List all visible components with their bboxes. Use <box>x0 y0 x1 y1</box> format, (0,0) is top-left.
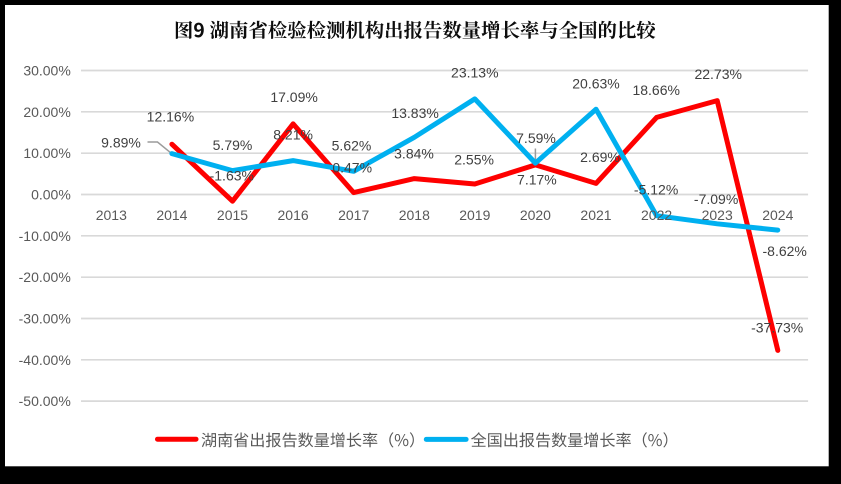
svg-text:2014: 2014 <box>156 207 187 223</box>
svg-text:-37.73%: -37.73% <box>751 320 803 336</box>
svg-text:-30.00%: -30.00% <box>19 311 71 327</box>
svg-text:9.89%: 9.89% <box>101 135 141 151</box>
svg-text:0.00%: 0.00% <box>31 187 71 203</box>
svg-text:2023: 2023 <box>702 207 733 223</box>
svg-text:23.13%: 23.13% <box>451 64 498 80</box>
svg-text:2024: 2024 <box>762 207 793 223</box>
svg-text:12.16%: 12.16% <box>147 108 194 124</box>
svg-text:20.00%: 20.00% <box>23 104 70 120</box>
svg-text:-20.00%: -20.00% <box>19 269 71 285</box>
svg-text:2020: 2020 <box>520 207 551 223</box>
svg-text:18.66%: 18.66% <box>632 82 679 98</box>
svg-text:-50.00%: -50.00% <box>19 393 71 409</box>
svg-text:17.09%: 17.09% <box>270 89 317 105</box>
svg-text:8.21%: 8.21% <box>273 127 313 143</box>
svg-text:10.00%: 10.00% <box>23 145 70 161</box>
svg-text:2021: 2021 <box>580 207 611 223</box>
svg-text:-5.12%: -5.12% <box>634 182 678 198</box>
svg-text:-8.62%: -8.62% <box>763 243 807 259</box>
svg-text:30.00%: 30.00% <box>23 63 70 79</box>
svg-text:5.79%: 5.79% <box>213 137 253 153</box>
svg-text:7.59%: 7.59% <box>516 130 556 146</box>
svg-text:7.17%: 7.17% <box>517 172 557 188</box>
svg-text:2.69%: 2.69% <box>580 149 620 165</box>
svg-text:3.84%: 3.84% <box>394 146 434 162</box>
svg-text:-1.63%: -1.63% <box>210 168 254 184</box>
svg-text:-10.00%: -10.00% <box>19 228 71 244</box>
svg-text:5.62%: 5.62% <box>332 137 372 153</box>
svg-text:20.63%: 20.63% <box>572 75 619 91</box>
svg-text:22.73%: 22.73% <box>694 66 741 82</box>
svg-text:2017: 2017 <box>338 207 369 223</box>
svg-text:2013: 2013 <box>96 207 127 223</box>
svg-text:-40.00%: -40.00% <box>19 352 71 368</box>
svg-text:2016: 2016 <box>278 207 309 223</box>
svg-text:2.55%: 2.55% <box>454 151 494 167</box>
svg-text:2019: 2019 <box>459 207 490 223</box>
svg-text:13.83%: 13.83% <box>391 105 438 121</box>
svg-text:2022: 2022 <box>641 207 672 223</box>
svg-text:2018: 2018 <box>399 207 430 223</box>
svg-text:0.47%: 0.47% <box>332 159 372 175</box>
svg-text:-7.09%: -7.09% <box>694 191 738 207</box>
svg-text:2015: 2015 <box>217 207 248 223</box>
